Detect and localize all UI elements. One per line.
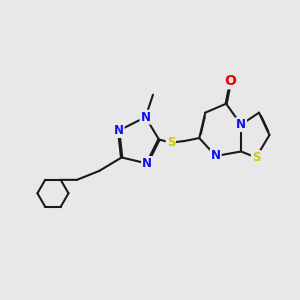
- Text: S: S: [167, 136, 175, 149]
- Text: N: N: [211, 149, 221, 163]
- Text: N: N: [142, 157, 152, 170]
- Text: N: N: [114, 124, 124, 137]
- Text: N: N: [236, 118, 246, 131]
- Text: S: S: [252, 151, 260, 164]
- Text: O: O: [225, 74, 237, 88]
- Text: N: N: [140, 111, 151, 124]
